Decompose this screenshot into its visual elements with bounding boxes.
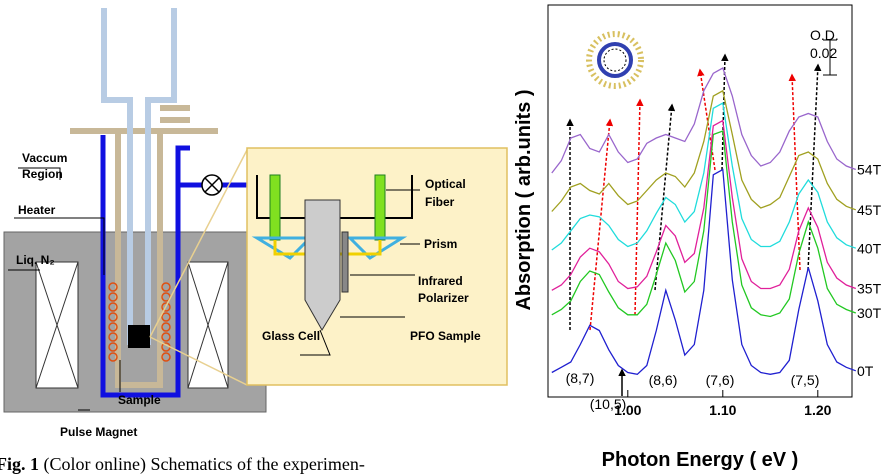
series-label: 45T <box>857 202 882 218</box>
spectrum <box>552 170 856 375</box>
label: Sample <box>118 393 161 407</box>
caption-text: (Color online) Schematics of the experim… <box>44 454 365 475</box>
label: Pulse Magnet <box>60 425 137 439</box>
x-tick-label: 1.10 <box>709 402 736 418</box>
label: Heater <box>18 203 56 217</box>
peak-label: (10,5) <box>590 396 627 412</box>
series-label: 0T <box>857 363 874 379</box>
peak-label: (7,6) <box>706 372 735 388</box>
label: PFO Sample <box>410 329 481 343</box>
chart: O.D. 0.02 Photon Energy ( eV ) Absorptio… <box>513 5 882 471</box>
caption-label: Fig. 1 <box>0 454 39 474</box>
y-axis-title: Absorption ( arb.units ) <box>513 89 535 310</box>
peak-label: (7,5) <box>791 372 820 388</box>
sample-block <box>128 325 150 348</box>
spectrum <box>552 68 856 173</box>
series-label: 54T <box>857 162 882 178</box>
schematic: Vaccum Region Heater Liq. N₂ Sample Puls… <box>4 8 507 439</box>
ring-icon <box>589 34 641 86</box>
scale-value: 0.02 <box>810 45 837 61</box>
series-label: 30T <box>857 305 882 321</box>
label: Optical <box>425 177 466 191</box>
label: Fiber <box>425 195 455 209</box>
spectrum <box>552 121 856 291</box>
caption: Fig. 1 (Color online) Schematics of the … <box>0 454 365 475</box>
peak-label: (8,6) <box>649 372 678 388</box>
label: Prism <box>424 237 457 251</box>
label: Polarizer <box>418 291 469 305</box>
label: Infrared <box>418 274 463 288</box>
figure: Vaccum Region Heater Liq. N₂ Sample Puls… <box>0 0 885 476</box>
label: Region <box>22 167 63 181</box>
plot-frame <box>548 5 852 397</box>
series-label: 35T <box>857 281 882 297</box>
peak-label: (8,7) <box>566 370 595 386</box>
x-tick-label: 1.20 <box>804 402 831 418</box>
label: Vaccum <box>22 151 67 165</box>
series-label: 40T <box>857 240 882 256</box>
label: Liq. N₂ <box>16 253 55 267</box>
scale-label: O.D. <box>810 27 839 43</box>
x-axis-title: Photon Energy ( eV ) <box>602 449 799 471</box>
label: Glass Cell <box>262 329 320 343</box>
